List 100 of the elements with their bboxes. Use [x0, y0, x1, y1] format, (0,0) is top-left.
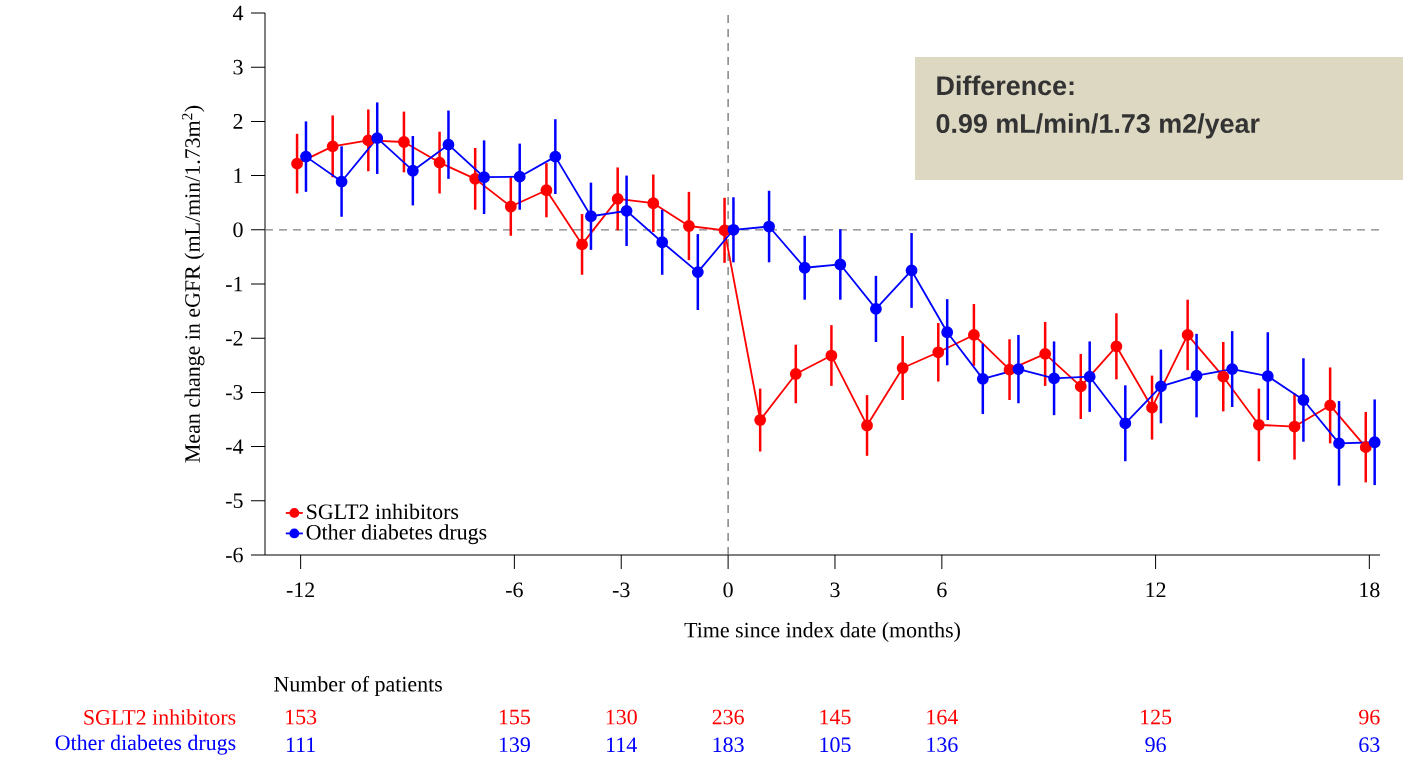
point [825, 349, 838, 362]
point [585, 210, 597, 223]
text: 155 [499, 709, 530, 725]
point [1119, 417, 1132, 430]
point [834, 258, 847, 271]
text: 96 [1359, 709, 1380, 725]
text: 136 [927, 737, 958, 753]
point [691, 266, 704, 278]
legend-label: SGLT2 inhibitors [307, 503, 459, 520]
y-tick-label: -1 [226, 276, 243, 292]
point [727, 223, 740, 236]
point [291, 157, 303, 170]
point [1074, 380, 1087, 393]
point [1324, 399, 1337, 412]
x-tick-label: -3 [612, 582, 630, 598]
point [478, 171, 490, 184]
text: 145 [820, 709, 851, 725]
point [513, 170, 526, 183]
point [1261, 370, 1274, 383]
point [300, 150, 312, 163]
point [1226, 363, 1239, 375]
point [905, 264, 918, 277]
text: 236 [712, 709, 744, 725]
point [406, 164, 419, 177]
text: 105 [820, 737, 851, 753]
x-tick-label: 18 [1360, 582, 1380, 598]
point [976, 372, 989, 385]
text: SGLT2 inhibitors [84, 709, 236, 725]
text: Number of patients [274, 675, 442, 697]
y-tick-label: -2 [226, 330, 243, 346]
point [763, 220, 775, 233]
legend-label: Other diabetes drugs [306, 524, 487, 545]
x-tick-label: 0 [723, 582, 733, 598]
point [1368, 436, 1381, 449]
point [398, 136, 410, 148]
point [861, 419, 873, 432]
y-tick-label: 2 [233, 114, 243, 129]
y-tick-label: -6 [226, 547, 243, 563]
annotation: 0.99 mL/min/1.73 m2/year [936, 113, 1260, 139]
point [941, 326, 954, 339]
point [683, 220, 695, 232]
point [647, 197, 660, 210]
point [754, 414, 767, 426]
point [1146, 401, 1158, 414]
point [326, 140, 339, 153]
point [1333, 437, 1345, 450]
y-axis-title: Mean change in eGFR (mL/min/1.73m$^{2}$) [182, 105, 205, 463]
point [335, 175, 348, 188]
point [798, 261, 811, 274]
y-tick-label: 1 [234, 168, 243, 183]
text: 153 [286, 709, 317, 725]
point [620, 204, 633, 217]
text: 139 [499, 737, 530, 753]
point [870, 303, 882, 315]
y-tick-label: 0 [233, 222, 243, 238]
point [932, 346, 945, 359]
text: 130 [606, 709, 637, 725]
text: 114 [607, 737, 637, 752]
point [1110, 340, 1123, 353]
point [371, 132, 384, 145]
point [1359, 441, 1372, 454]
point [1252, 419, 1265, 431]
point [1217, 370, 1230, 383]
x-tick-label: 3 [830, 582, 840, 598]
text: 183 [713, 737, 744, 753]
annotation: Difference: [937, 75, 1074, 96]
text: 125 [1141, 709, 1172, 725]
text: 96 [1145, 737, 1166, 753]
x-tick-label: 12 [1146, 582, 1166, 598]
y-tick-label: 4 [232, 5, 244, 21]
text: 63 [1359, 737, 1380, 753]
y-tick-label: -3 [226, 385, 243, 400]
text: Other diabetes drugs [55, 734, 236, 755]
point [442, 138, 455, 151]
point [1039, 348, 1052, 360]
point [656, 236, 669, 249]
y-tick-label: -5 [226, 493, 243, 509]
point [896, 362, 909, 374]
y-tick-label: 3 [233, 59, 243, 75]
point [1012, 363, 1025, 375]
point [549, 150, 562, 163]
x-tick-label: 6 [937, 582, 947, 598]
point [1181, 329, 1194, 341]
point [504, 200, 517, 213]
point [1190, 369, 1203, 382]
y-tick-label: -4 [226, 439, 244, 454]
point [1297, 394, 1310, 406]
point [540, 184, 553, 197]
x-tick-label: -12 [286, 582, 315, 598]
point [1083, 370, 1096, 383]
point [968, 329, 980, 341]
x-axis-title: Time since index date (months) [684, 622, 960, 642]
point [1155, 380, 1167, 393]
point [433, 156, 446, 169]
point [611, 192, 624, 205]
x-tick-label: -6 [506, 582, 523, 598]
point [1048, 372, 1060, 385]
point [1288, 420, 1301, 433]
text: 111 [286, 737, 315, 752]
text: 164 [927, 709, 958, 725]
